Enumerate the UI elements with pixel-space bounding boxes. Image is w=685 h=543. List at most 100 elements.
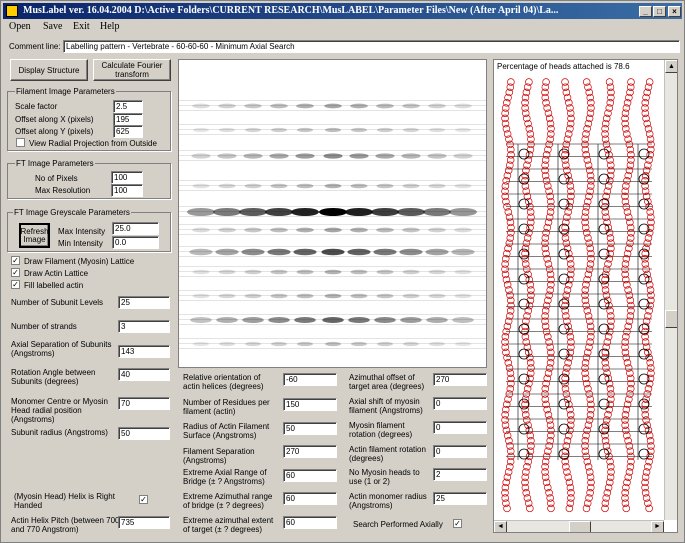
azimuthal-range-input[interactable]: 60 bbox=[283, 492, 337, 505]
right-handed-checkbox[interactable]: ✓ bbox=[139, 495, 148, 504]
display-structure-button[interactable]: Display Structure bbox=[10, 59, 88, 81]
actin-monomer bbox=[527, 364, 535, 372]
scroll-up-icon[interactable]: ▲ bbox=[665, 60, 677, 73]
actin-monomer bbox=[503, 130, 512, 138]
subunit-levels-label: Number of Subunit Levels bbox=[11, 298, 104, 307]
actin-monomer bbox=[504, 208, 513, 216]
residues-per-filament-input[interactable]: 150 bbox=[283, 398, 337, 411]
actin-rotation-input[interactable]: 0 bbox=[433, 445, 487, 458]
ft-reflection bbox=[239, 208, 267, 216]
minimize-icon[interactable]: _ bbox=[639, 6, 652, 17]
ft-streak bbox=[179, 150, 486, 151]
azimuthal-offset-input[interactable]: 270 bbox=[433, 373, 487, 386]
fill-actin-checkbox[interactable]: ✓ bbox=[11, 280, 20, 289]
myosin-head bbox=[638, 323, 650, 335]
actin-monomer bbox=[602, 140, 611, 149]
ft-reflection bbox=[270, 227, 288, 233]
actin-monomer bbox=[506, 140, 514, 149]
myosin-lattice-checkbox[interactable]: ✓ bbox=[11, 256, 20, 265]
actin-radius-input[interactable]: 50 bbox=[283, 422, 337, 435]
menu-exit[interactable]: Exit bbox=[73, 21, 90, 32]
actin-monomer bbox=[604, 411, 612, 419]
actin-monomer bbox=[521, 333, 530, 341]
menu-help[interactable]: Help bbox=[100, 21, 120, 32]
axial-shift-input[interactable]: 0 bbox=[433, 397, 487, 410]
ft-reflection bbox=[218, 293, 236, 299]
actin-monomer bbox=[627, 151, 635, 159]
monomer-centre-input[interactable]: 70 bbox=[118, 397, 170, 410]
actin-monomer bbox=[526, 353, 534, 362]
min-intensity-input[interactable]: 0.0 bbox=[112, 236, 159, 249]
offset-y-input[interactable]: 625 bbox=[113, 125, 143, 138]
actin-orientation-input[interactable]: -60 bbox=[283, 373, 337, 386]
actin-monomer bbox=[626, 296, 635, 305]
menu-save[interactable]: Save bbox=[43, 21, 63, 32]
actin-monomer bbox=[607, 93, 615, 102]
subunit-radius-input[interactable]: 50 bbox=[118, 427, 170, 440]
actin-monomer bbox=[505, 135, 513, 143]
filament-separation-input[interactable]: 270 bbox=[283, 445, 337, 458]
actin-lattice-checkbox[interactable]: ✓ bbox=[11, 268, 20, 277]
actin-monomer bbox=[521, 244, 530, 253]
actin-monomer bbox=[641, 260, 650, 268]
calculate-fourier-button[interactable]: Calculate Fourier transform bbox=[93, 59, 171, 81]
max-resolution-input[interactable]: 100 bbox=[111, 184, 143, 197]
ft-reflection bbox=[428, 293, 446, 299]
ft-streak bbox=[179, 224, 486, 225]
ft-reflection bbox=[190, 317, 212, 323]
close-icon[interactable]: × bbox=[668, 6, 681, 17]
actin-monomer bbox=[523, 385, 532, 393]
actin-monomer bbox=[641, 171, 650, 180]
vertical-scroll-thumb[interactable] bbox=[665, 310, 677, 328]
menu-open[interactable]: Open bbox=[9, 21, 31, 32]
no-of-pixels-input[interactable]: 100 bbox=[111, 171, 143, 184]
actin-monomer bbox=[546, 286, 554, 294]
title-bar[interactable]: MusLabel ver. 16.04.2004 D:\Active Folde… bbox=[3, 3, 682, 19]
ft-reflection bbox=[452, 317, 474, 323]
actin-monomer-radius-input[interactable]: 25 bbox=[433, 492, 487, 505]
myosin-heads-input[interactable]: 2 bbox=[433, 468, 487, 481]
actin-monomer bbox=[603, 187, 612, 195]
actin-monomer bbox=[504, 317, 513, 325]
actin-monomer bbox=[547, 431, 555, 440]
myosin-head bbox=[518, 398, 530, 410]
maximize-icon[interactable]: □ bbox=[653, 6, 666, 17]
actin-monomer bbox=[643, 88, 651, 97]
rotation-angle-input[interactable]: 40 bbox=[118, 368, 170, 381]
ft-reflection bbox=[215, 248, 239, 256]
actin-pitch-input[interactable]: 735 bbox=[118, 516, 170, 529]
scroll-right-icon[interactable]: ► bbox=[651, 521, 664, 532]
strands-input[interactable]: 3 bbox=[118, 320, 170, 333]
actin-monomer bbox=[587, 177, 595, 185]
actin-monomer bbox=[541, 390, 549, 398]
refresh-image-button[interactable]: Refresh Image bbox=[19, 223, 50, 248]
radial-projection-checkbox[interactable] bbox=[16, 138, 25, 147]
horizontal-scroll-thumb[interactable] bbox=[569, 521, 591, 532]
actin-monomer bbox=[507, 78, 515, 86]
actin-monomer bbox=[623, 177, 631, 185]
comment-input[interactable]: Labelling pattern - Vertebrate - 60-60-6… bbox=[63, 40, 680, 53]
search-axially-checkbox[interactable]: ✓ bbox=[453, 519, 462, 528]
scale-factor-input[interactable]: 2.5 bbox=[113, 100, 143, 113]
actin-monomer bbox=[607, 390, 615, 398]
myosin-rotation-input[interactable]: 0 bbox=[433, 421, 487, 434]
azimuthal-extent-input[interactable]: 60 bbox=[283, 516, 337, 529]
subunit-levels-input[interactable]: 25 bbox=[118, 296, 170, 309]
max-intensity-input[interactable]: 25.0 bbox=[112, 222, 159, 235]
myosin-head bbox=[518, 423, 530, 435]
scroll-left-icon[interactable]: ◄ bbox=[494, 521, 507, 532]
actin-monomer bbox=[623, 327, 631, 336]
actin-monomer bbox=[521, 182, 530, 190]
vertical-scrollbar[interactable]: ▲ bbox=[664, 60, 677, 520]
actin-monomer bbox=[585, 265, 594, 273]
actin-monomer bbox=[501, 343, 509, 351]
horizontal-scrollbar[interactable]: ◄ ► bbox=[494, 520, 664, 532]
ft-streak bbox=[179, 343, 486, 344]
axial-separation-input[interactable]: 143 bbox=[118, 345, 170, 358]
actin-monomer bbox=[543, 405, 551, 414]
actin-monomer bbox=[587, 327, 595, 336]
axial-range-input[interactable]: 60 bbox=[283, 469, 337, 482]
ft-streak bbox=[179, 129, 486, 130]
actin-monomer bbox=[566, 182, 575, 190]
actin-monomer bbox=[566, 104, 574, 112]
